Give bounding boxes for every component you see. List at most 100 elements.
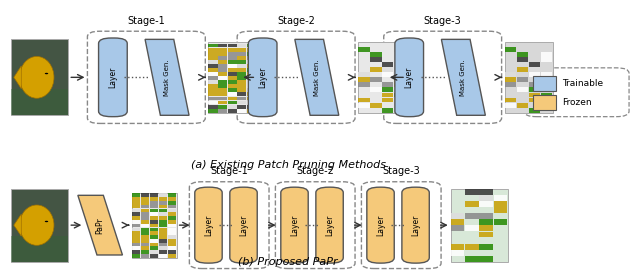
Bar <box>150 250 158 254</box>
Bar <box>209 44 218 47</box>
Text: Layer: Layer <box>376 215 385 236</box>
Bar <box>505 82 516 87</box>
Bar <box>209 96 218 100</box>
Bar <box>358 47 369 52</box>
Bar <box>132 193 141 197</box>
Text: Layer: Layer <box>108 67 117 88</box>
Bar <box>209 64 218 68</box>
Bar <box>358 98 369 102</box>
Bar <box>150 201 158 204</box>
Bar <box>159 231 167 235</box>
Bar <box>150 227 158 231</box>
Bar <box>394 72 405 77</box>
Bar <box>132 216 141 220</box>
Bar <box>451 226 464 231</box>
Bar <box>394 82 405 87</box>
Bar <box>479 244 493 250</box>
Bar <box>534 95 556 110</box>
Bar <box>382 72 394 77</box>
Text: Mask Gen.: Mask Gen. <box>460 59 467 96</box>
Bar <box>246 89 256 92</box>
Bar <box>209 60 218 64</box>
Bar <box>228 72 237 76</box>
Bar <box>479 189 493 195</box>
Bar <box>529 87 540 92</box>
Bar <box>246 56 256 60</box>
Bar <box>159 247 167 250</box>
Bar <box>237 72 246 76</box>
Bar <box>168 227 176 231</box>
Bar <box>493 201 508 207</box>
Bar <box>168 216 176 220</box>
Bar <box>516 67 528 72</box>
Bar <box>237 56 246 60</box>
Bar <box>159 250 167 254</box>
Bar <box>529 67 540 72</box>
Bar <box>11 189 68 262</box>
Bar <box>370 77 381 82</box>
Bar <box>159 193 167 197</box>
Bar <box>132 231 141 235</box>
Bar <box>141 239 149 242</box>
Bar <box>479 232 493 237</box>
Bar <box>218 52 227 56</box>
Bar <box>132 205 141 208</box>
Bar <box>237 109 246 113</box>
Ellipse shape <box>20 205 54 245</box>
Bar <box>159 239 167 242</box>
Bar <box>529 93 540 97</box>
Bar <box>150 212 158 216</box>
Bar <box>394 57 405 62</box>
Text: Layer: Layer <box>325 215 334 236</box>
Bar <box>358 77 369 82</box>
Bar <box>168 243 176 246</box>
Bar <box>150 243 158 246</box>
Bar <box>529 108 540 113</box>
Bar <box>132 247 141 250</box>
Bar <box>246 44 256 47</box>
Bar <box>218 44 227 47</box>
Bar <box>246 64 256 68</box>
Bar <box>150 254 158 258</box>
Bar <box>228 105 237 109</box>
FancyBboxPatch shape <box>395 38 424 117</box>
Polygon shape <box>14 214 21 236</box>
Bar <box>465 189 479 195</box>
Bar <box>465 213 479 219</box>
Bar <box>237 64 246 68</box>
Bar <box>228 68 237 72</box>
Bar <box>159 235 167 239</box>
Bar <box>168 205 176 208</box>
Bar <box>209 42 256 113</box>
Bar <box>132 227 141 231</box>
Bar <box>237 105 246 109</box>
Bar <box>479 226 493 231</box>
Circle shape <box>45 221 48 222</box>
Text: Stage-3: Stage-3 <box>424 16 461 26</box>
Bar <box>237 48 246 52</box>
Bar <box>141 235 149 239</box>
Bar <box>150 224 158 227</box>
Bar <box>141 212 149 216</box>
Bar <box>228 44 237 47</box>
Bar <box>218 80 227 84</box>
Bar <box>505 47 516 52</box>
Bar <box>159 216 167 220</box>
Bar <box>159 197 167 201</box>
FancyBboxPatch shape <box>402 187 429 263</box>
Bar <box>141 250 149 254</box>
Bar <box>168 250 176 254</box>
Bar <box>246 48 256 52</box>
Bar <box>141 231 149 235</box>
Text: Stage-1: Stage-1 <box>127 16 165 26</box>
Bar <box>159 209 167 212</box>
Bar <box>237 84 246 88</box>
Text: Frozen: Frozen <box>562 98 592 107</box>
Bar <box>209 52 218 56</box>
Bar <box>159 205 167 208</box>
Bar <box>228 96 237 100</box>
Bar <box>218 68 227 72</box>
Text: Mask Gen.: Mask Gen. <box>164 59 170 96</box>
Bar <box>209 56 218 60</box>
Bar <box>150 193 158 197</box>
